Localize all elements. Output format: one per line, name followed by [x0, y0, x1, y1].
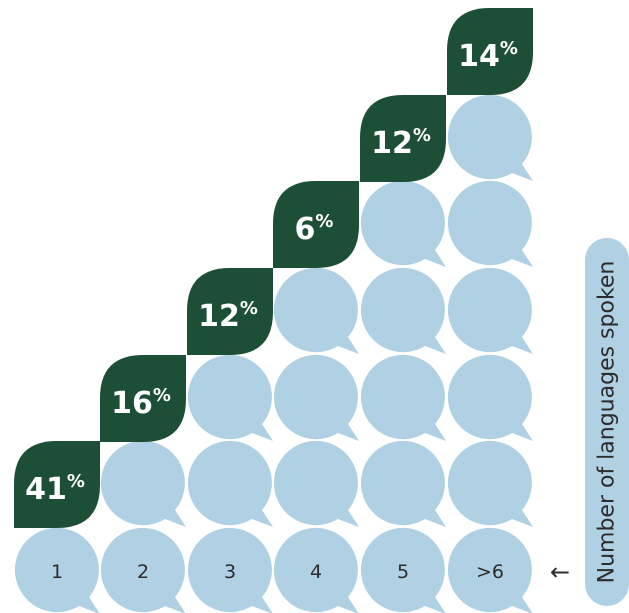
filler-bubble [447, 180, 533, 267]
value-leaf [447, 8, 533, 95]
value-leaf [187, 268, 273, 355]
category-label: 1 [51, 561, 63, 583]
category-bubble [14, 527, 100, 613]
filler-bubble [187, 440, 273, 527]
axis-legend: Number of languages spoken ← [550, 238, 629, 606]
filler-bubble [360, 180, 446, 267]
filler-bubble [360, 354, 446, 441]
value-leaf [360, 95, 446, 182]
filler-bubble [273, 267, 359, 354]
data-label: 14% [458, 38, 518, 74]
data-label: 16% [111, 385, 171, 421]
category-label: 5 [397, 561, 409, 583]
category-bubble [187, 527, 273, 613]
filler-bubble [360, 267, 446, 354]
filler-bubble [447, 94, 533, 181]
category-bubble [100, 527, 186, 613]
category-label: 2 [137, 561, 149, 583]
category-label: 3 [224, 561, 236, 583]
axis-label: Number of languages spoken [595, 261, 620, 584]
category-label: 4 [310, 561, 322, 583]
filler-bubble [447, 440, 533, 527]
data-label: 12% [198, 298, 258, 334]
filler-bubble [273, 354, 359, 441]
category-bubble [360, 527, 446, 613]
filler-bubble [447, 267, 533, 354]
filler-bubble [360, 440, 446, 527]
filler-bubble [100, 440, 186, 527]
axis-arrow: ← [550, 558, 570, 586]
axis-label-pill [585, 238, 629, 606]
value-leaf [100, 355, 186, 442]
data-label: 12% [371, 125, 431, 161]
value-leaf [273, 181, 359, 268]
bubble-columns: 41% 16% 12% 6% 12% 14% [14, 8, 533, 613]
value-leaf [14, 441, 100, 528]
category-label: >6 [476, 561, 504, 583]
filler-bubble [273, 440, 359, 527]
category-bubble [447, 527, 533, 613]
filler-bubble [447, 354, 533, 441]
category-labels: 1 2 3 4 5 >6 [51, 561, 504, 583]
data-label: 41% [25, 471, 85, 507]
filler-bubble [187, 354, 273, 441]
data-label: 6% [295, 211, 334, 247]
category-bubble [273, 527, 359, 613]
